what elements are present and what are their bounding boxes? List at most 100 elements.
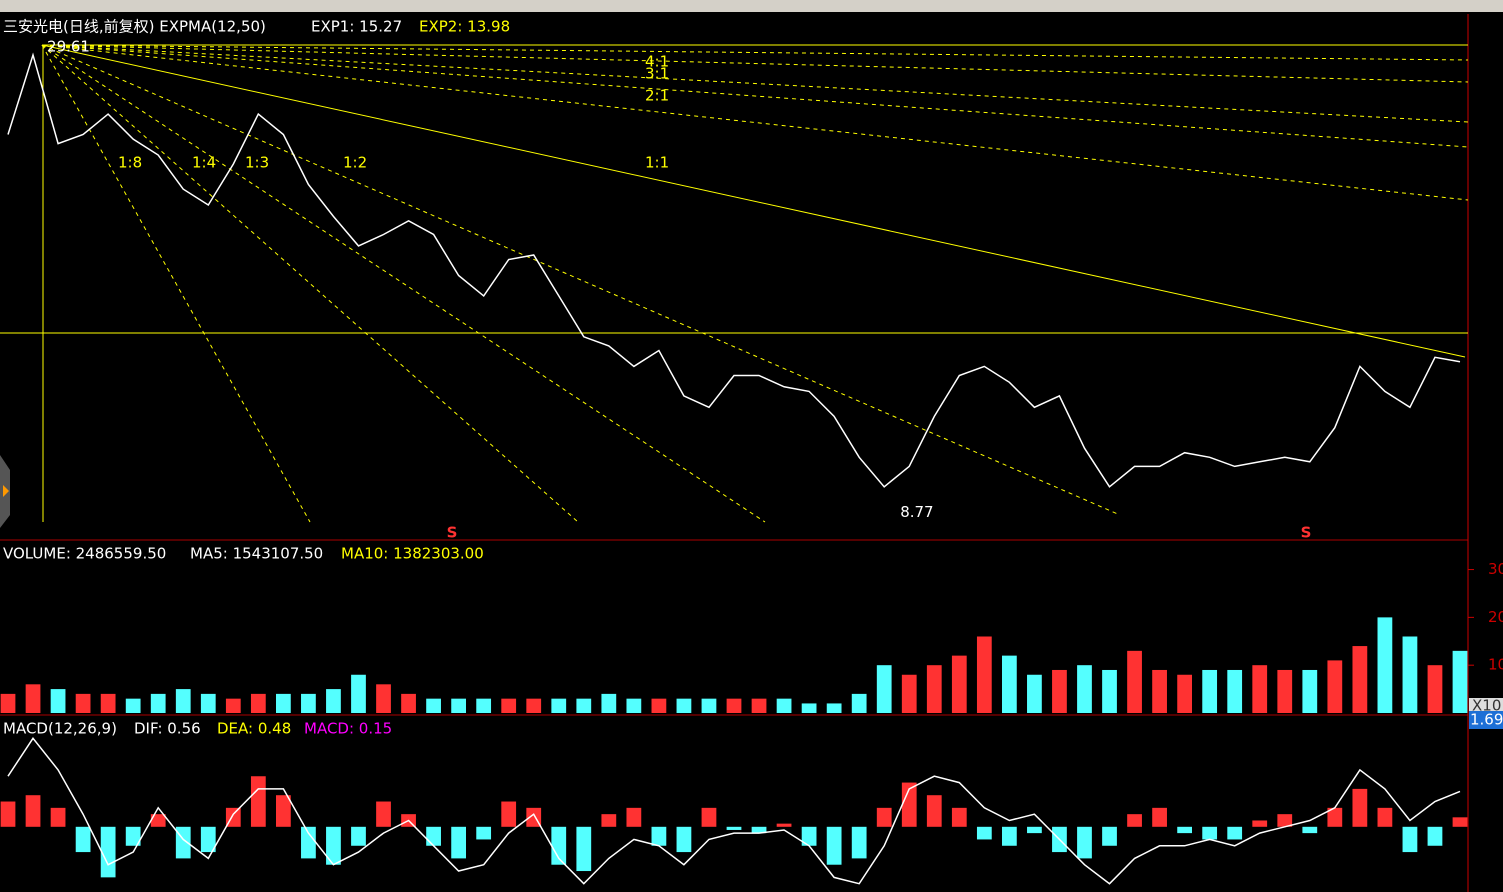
volume-bar — [1352, 646, 1368, 713]
macd-bar — [901, 782, 917, 827]
macd-bar — [576, 826, 592, 872]
macd-bar — [976, 826, 992, 840]
unit-label: X10 — [1472, 697, 1501, 715]
macd-bar — [1377, 807, 1393, 827]
macd-bar — [851, 826, 867, 859]
volume-bar — [951, 655, 967, 713]
fan-line — [41, 44, 1469, 123]
volume-bar — [175, 689, 191, 713]
volume-bar — [1202, 669, 1218, 713]
volume-bar — [876, 665, 892, 713]
macd-bar — [25, 795, 41, 827]
low-label: 8.77 — [900, 503, 933, 521]
gann-label: 1:8 — [118, 154, 142, 172]
gann-label: 4:1 — [645, 53, 669, 71]
macd-bar — [826, 826, 842, 865]
macd-bar — [1427, 826, 1443, 846]
volume-bar — [626, 698, 642, 713]
macd-bar — [651, 826, 667, 846]
volume-bar — [1427, 665, 1443, 713]
gann-label: 1:2 — [343, 154, 367, 172]
volume-bar — [25, 684, 41, 713]
volume-bar — [376, 684, 391, 713]
volume-bar — [726, 698, 742, 713]
macd-bar — [551, 826, 567, 865]
macd-bar — [476, 826, 492, 840]
macd-bar — [1001, 826, 1017, 846]
fan-line — [41, 44, 766, 523]
macd-bar — [1152, 807, 1167, 827]
macd-bar — [250, 776, 266, 827]
tick-label-bg — [1469, 711, 1503, 729]
volume-bar — [1227, 669, 1243, 713]
macd-bar — [50, 807, 66, 827]
macd-bar — [776, 823, 792, 827]
fan-line — [41, 44, 1469, 148]
price-line — [7, 52, 1461, 488]
side-tab-arrow — [3, 485, 9, 497]
macd-bar — [0, 801, 16, 827]
macd-bar — [1027, 826, 1042, 834]
legend-entry: EXP2: 13.98 — [419, 18, 510, 36]
volume-bar — [1327, 660, 1343, 713]
y-tick-label: 20 — [1488, 608, 1503, 626]
fan-line — [41, 44, 1469, 201]
legend-entry: MACD: 0.15 — [304, 720, 392, 738]
macd-bar — [676, 826, 692, 853]
macd-bar — [1452, 817, 1468, 827]
volume-bar — [200, 693, 216, 713]
macd-bar — [75, 826, 91, 853]
volume-bar — [476, 698, 492, 713]
macd-bar — [326, 826, 341, 865]
macd-bar — [301, 826, 316, 859]
volume-bar — [301, 693, 316, 713]
y-tick-label: 10 — [1488, 656, 1503, 674]
volume-bar — [1027, 674, 1042, 713]
volume-bar — [976, 636, 992, 713]
volume-bar — [1152, 669, 1167, 713]
volume-bar — [1001, 655, 1017, 713]
macd-bar — [876, 807, 892, 827]
volume-bar — [1377, 617, 1393, 713]
macd-bar — [1102, 826, 1117, 846]
volume-bar — [776, 698, 792, 713]
volume-bar — [1277, 669, 1293, 713]
macd-bar — [1127, 814, 1142, 827]
fan-line — [41, 44, 1469, 61]
macd-bar — [150, 814, 166, 827]
volume-bar — [1102, 669, 1117, 713]
volume-bar — [451, 698, 467, 713]
volume-bar — [1452, 650, 1468, 713]
macd-bar — [701, 807, 717, 827]
volume-bar — [501, 698, 517, 713]
macd-bar — [100, 826, 116, 878]
legend-entry: DIF: 0.56 — [134, 720, 201, 738]
gann-label: 1:1 — [645, 154, 669, 172]
fan-line — [41, 44, 1466, 358]
macd-bar — [1227, 826, 1243, 840]
volume-bar — [351, 674, 366, 713]
macd-bar — [601, 814, 617, 827]
macd-bar — [1302, 826, 1318, 834]
volume-bar — [426, 698, 441, 713]
dif-line — [7, 737, 1461, 885]
volume-bar — [801, 703, 817, 713]
macd-bar — [451, 826, 467, 859]
macd-bar — [351, 826, 366, 846]
volume-bar — [551, 698, 567, 713]
macd-bar — [1277, 814, 1293, 827]
volume-bar — [401, 693, 416, 713]
legend-entry: DEA: 0.48 — [217, 720, 291, 738]
volume-bar — [526, 698, 542, 713]
gann-label: 2:1 — [645, 87, 669, 105]
volume-bar — [1177, 674, 1193, 713]
volume-bar — [275, 693, 291, 713]
macd-bar — [1402, 826, 1418, 853]
macd-bar — [1327, 807, 1343, 827]
volume-bar — [150, 693, 166, 713]
y-tick-label: 1.69 — [1470, 711, 1503, 729]
volume-bar — [651, 698, 667, 713]
volume-bar — [701, 698, 717, 713]
